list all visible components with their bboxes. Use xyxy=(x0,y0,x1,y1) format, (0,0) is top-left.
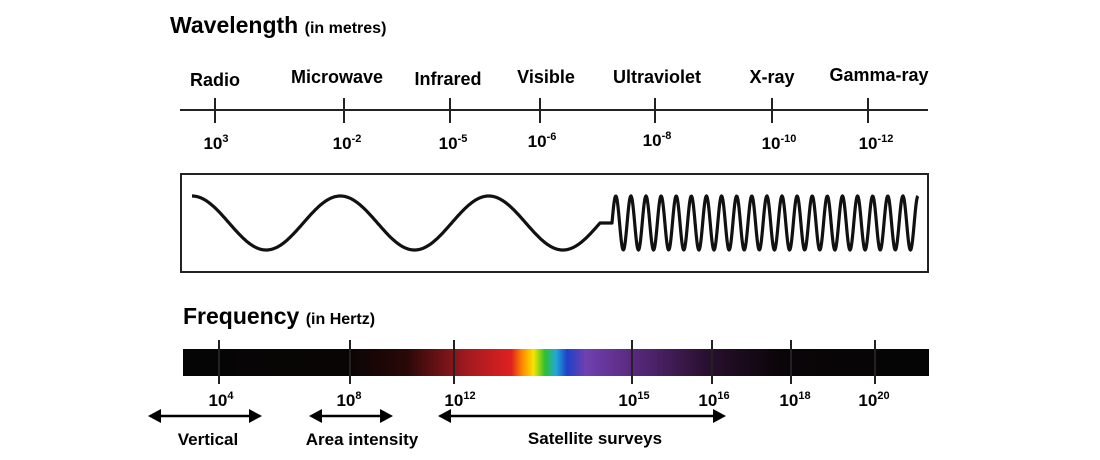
wavelength-tick-label-microwave: 10-2 xyxy=(332,133,362,153)
wavelength-tick-label-ultraviolet: 10-8 xyxy=(642,130,672,150)
frequency-tick-label-2: 108 xyxy=(336,390,362,410)
frequency-tick-label-7: 1020 xyxy=(858,390,890,410)
frequency-tick-label-6: 1018 xyxy=(779,390,811,410)
wavelength-tick-label-visible: 10-6 xyxy=(527,131,557,151)
wavelength-title: Wavelength (in metres) xyxy=(170,12,386,39)
app-label-vertical: Vertical xyxy=(177,430,239,449)
app-label-satellite-surveys: Satellite surveys xyxy=(527,429,663,448)
arrow-satellite-surveys xyxy=(438,409,726,423)
frequency-tick-label-3: 1012 xyxy=(444,390,476,410)
band-label-xray: X-ray xyxy=(749,67,795,87)
wavelength-unit: (in metres) xyxy=(304,20,387,37)
wavelength-title-text: Wavelength xyxy=(170,12,299,38)
band-label-gamma-ray: Gamma-ray xyxy=(829,65,929,85)
frequency-spectrum-bar xyxy=(183,349,929,376)
band-label-ultraviolet: Ultraviolet xyxy=(612,67,702,87)
band-label-infrared: Infrared xyxy=(414,69,482,89)
app-label-area-intensity: Area intensity xyxy=(305,430,419,449)
frequency-tick-label-5: 1016 xyxy=(698,390,730,410)
wave-box xyxy=(180,173,929,273)
band-label-microwave: Microwave xyxy=(290,67,384,87)
frequency-title: Frequency (in Hertz) xyxy=(183,303,375,330)
arrow-area-intensity xyxy=(309,409,393,423)
arrow-vertical xyxy=(148,409,262,423)
wavelength-tick-label-radio: 103 xyxy=(203,133,229,153)
frequency-unit: (in Hertz) xyxy=(305,311,376,328)
wavelength-tick-label-infrared: 10-5 xyxy=(438,133,468,153)
frequency-title-text: Frequency xyxy=(183,303,300,329)
wavelength-tick-label-xray: 10-10 xyxy=(761,133,797,153)
wavelength-tick-label-gamma-ray: 10-12 xyxy=(858,133,894,153)
band-label-radio: Radio xyxy=(189,70,241,90)
frequency-tick-label-4: 1015 xyxy=(618,390,650,410)
wave-illustration xyxy=(190,194,920,252)
band-label-visible: Visible xyxy=(517,67,575,87)
frequency-tick-label-1: 104 xyxy=(208,390,234,410)
